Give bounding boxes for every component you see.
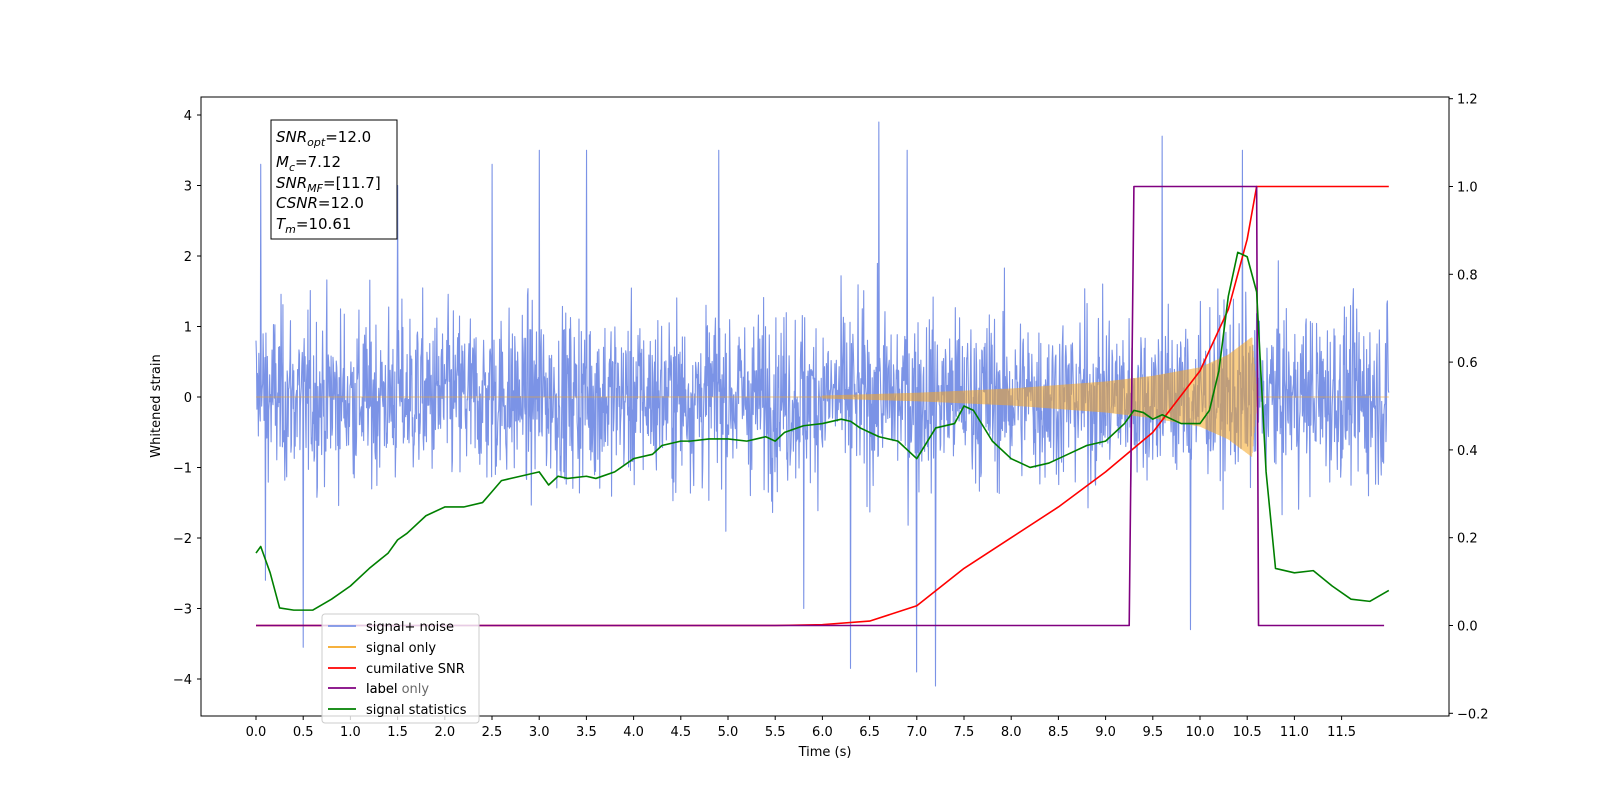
plot-frame: [200, 96, 1450, 717]
y2-tick-label: 0.0: [1457, 620, 1478, 635]
plot-area: [255, 121, 1390, 687]
x-tick-label: 8.0: [1001, 725, 1022, 740]
stat-snr-mf: SNRMF=[11.7]: [276, 174, 381, 195]
x-tick-label: 4.0: [623, 725, 644, 740]
x-tick-label: 6.5: [859, 725, 880, 740]
x-tick-label: 10.0: [1186, 725, 1215, 740]
y-tick-label: 1: [184, 321, 192, 336]
y-tick-label: 3: [184, 180, 192, 195]
x-tick-label: 10.5: [1233, 725, 1262, 740]
x-tick-label: 1.5: [387, 725, 408, 740]
legend-label-cumilative-snr: cumilative SNR: [366, 662, 465, 677]
series-label: [256, 185, 1385, 627]
stat-tm: Tm=10.61: [276, 215, 351, 236]
y-tick-label: −1: [173, 462, 192, 477]
x-tick-label: 0.5: [293, 725, 314, 740]
x-tick-label: 2.5: [482, 725, 503, 740]
axes: 0.0 0.5 1.0 1.5 2.0 2.5 3.0 3.5 4.0 4.5 5.0 5.5 6.0 6…: [173, 93, 1489, 740]
x-tick-label: 11.5: [1327, 725, 1356, 740]
x-tick-label: 6.0: [812, 725, 833, 740]
stats-box: SNRopt=12.0 Mc=7.12 SNRMF=[11.7] CSNR=12…: [270, 119, 398, 240]
series-signal-noise: [255, 121, 1390, 687]
series-cumilative-snr: [256, 185, 1389, 627]
x-tick-label: 2.0: [434, 725, 455, 740]
series-signal-statistics: [255, 251, 1390, 611]
legend-label-label-only: label only: [366, 682, 429, 697]
x-tick-label: 0.0: [246, 725, 267, 740]
y2-tick-label: 1.2: [1457, 93, 1478, 108]
legend-label-signal-only: signal only: [366, 641, 436, 656]
x-tick-label: 3.5: [576, 725, 597, 740]
legend: signal+ noise signal only cumilative SNR la…: [321, 613, 480, 724]
x-tick-label: 9.0: [1095, 725, 1116, 740]
series-signal-only: [256, 337, 1389, 457]
y-tick-label: −4: [173, 673, 192, 688]
x-tick-label: 5.5: [765, 725, 786, 740]
y2-tick-label: 0.2: [1457, 532, 1478, 547]
stats-box-frame: [270, 119, 398, 240]
y2-tick-label: 0.4: [1457, 444, 1478, 459]
stat-snr-opt: SNRopt=12.0: [276, 128, 371, 149]
stat-csnr: CSNR=12.0: [276, 194, 364, 212]
x-tick-label: 1.0: [340, 725, 361, 740]
stat-mc: Mc=7.12: [276, 153, 341, 174]
y2-tick-label: 0.6: [1457, 356, 1478, 371]
legend-label-signal-statistics: signal statistics: [366, 703, 467, 718]
y-tick-label: 4: [184, 109, 192, 124]
legend-label-label: label: [366, 682, 397, 697]
y-axis-label: Whitened strain: [149, 354, 164, 457]
x-tick-label: 7.5: [954, 725, 975, 740]
y-tick-label: −2: [173, 532, 192, 547]
y2-tick-label: 1.0: [1457, 181, 1478, 196]
x-tick-label: 3.0: [529, 725, 550, 740]
y-tick-label: 0: [184, 391, 192, 406]
y2-tick-label: −0.2: [1457, 707, 1489, 722]
y-tick-label: −3: [173, 603, 192, 618]
y2-tick-label: 0.8: [1457, 268, 1478, 283]
x-tick-label: 7.0: [906, 725, 927, 740]
x-tick-label: 8.5: [1048, 725, 1069, 740]
y-tick-label: 2: [184, 250, 192, 265]
x-tick-label: 11.0: [1280, 725, 1309, 740]
x-tick-label: 4.5: [670, 725, 691, 740]
x-axis-label: Time (s): [798, 745, 852, 760]
legend-label-signal-noise: signal+ noise: [366, 620, 454, 635]
x-tick-label: 9.5: [1142, 725, 1163, 740]
x-tick-label: 5.0: [718, 725, 739, 740]
legend-frame: [321, 613, 480, 724]
